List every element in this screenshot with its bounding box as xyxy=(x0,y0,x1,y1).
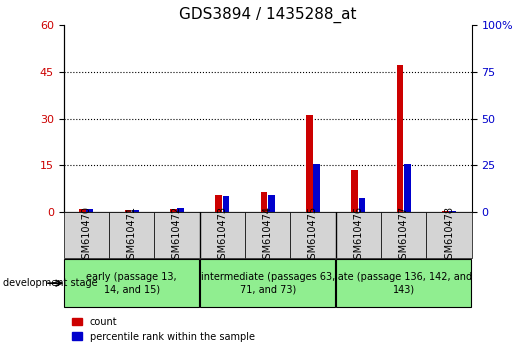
FancyBboxPatch shape xyxy=(200,259,335,307)
Bar xyxy=(80,209,86,212)
Bar xyxy=(449,211,456,212)
Text: GSM610473: GSM610473 xyxy=(217,206,227,265)
FancyBboxPatch shape xyxy=(245,212,290,258)
Bar xyxy=(215,195,222,212)
Text: GSM610471: GSM610471 xyxy=(127,206,137,265)
Text: GSM610474: GSM610474 xyxy=(263,206,272,265)
Text: GSM610477: GSM610477 xyxy=(399,206,409,265)
Bar xyxy=(404,164,411,212)
FancyBboxPatch shape xyxy=(290,212,335,258)
Title: GDS3894 / 1435288_at: GDS3894 / 1435288_at xyxy=(179,7,356,23)
FancyBboxPatch shape xyxy=(381,212,426,258)
Bar xyxy=(313,164,320,212)
Bar xyxy=(306,115,313,212)
FancyBboxPatch shape xyxy=(426,212,472,258)
Text: GSM610478: GSM610478 xyxy=(444,206,454,265)
Bar xyxy=(177,208,184,212)
FancyBboxPatch shape xyxy=(64,259,199,307)
Text: GSM610472: GSM610472 xyxy=(172,206,182,265)
Bar xyxy=(223,195,229,212)
Bar xyxy=(359,198,365,212)
Text: intermediate (passages 63,
71, and 73): intermediate (passages 63, 71, and 73) xyxy=(200,272,335,294)
Text: early (passage 13,
14, and 15): early (passage 13, 14, and 15) xyxy=(86,272,177,294)
Bar xyxy=(268,195,275,212)
FancyBboxPatch shape xyxy=(336,259,471,307)
Bar xyxy=(261,192,268,212)
Legend: count, percentile rank within the sample: count, percentile rank within the sample xyxy=(68,313,259,346)
Bar xyxy=(132,210,139,212)
Bar xyxy=(170,209,176,212)
Bar xyxy=(125,210,131,212)
FancyBboxPatch shape xyxy=(154,212,200,258)
Bar xyxy=(351,170,358,212)
Text: late (passage 136, 142, and
143): late (passage 136, 142, and 143) xyxy=(335,272,472,294)
Text: development stage: development stage xyxy=(3,278,98,288)
Bar xyxy=(396,65,403,212)
FancyBboxPatch shape xyxy=(109,212,154,258)
FancyBboxPatch shape xyxy=(335,212,381,258)
FancyBboxPatch shape xyxy=(64,212,109,258)
Bar xyxy=(86,209,93,212)
Text: GSM610475: GSM610475 xyxy=(308,206,318,265)
FancyBboxPatch shape xyxy=(200,212,245,258)
Text: GSM610470: GSM610470 xyxy=(81,206,91,265)
Text: GSM610476: GSM610476 xyxy=(354,206,364,265)
Bar xyxy=(442,211,449,212)
